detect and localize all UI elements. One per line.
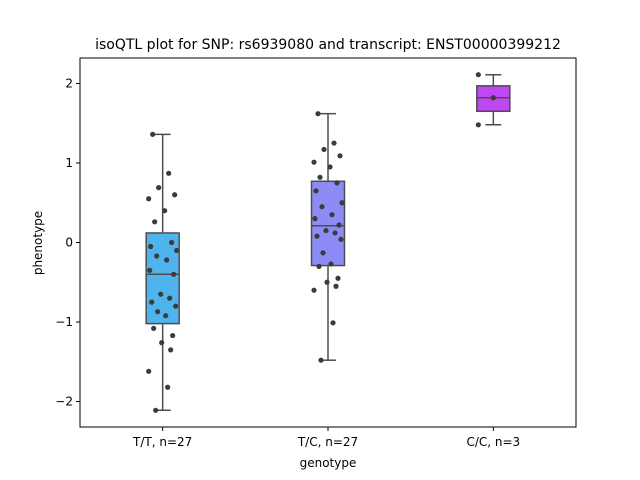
data-point bbox=[334, 180, 340, 186]
data-point bbox=[329, 212, 335, 218]
data-point bbox=[314, 233, 320, 239]
data-point bbox=[148, 243, 154, 250]
data-point bbox=[320, 250, 326, 256]
data-point bbox=[150, 131, 156, 137]
data-point bbox=[159, 340, 165, 346]
data-point bbox=[333, 283, 339, 289]
data-point bbox=[337, 153, 343, 159]
data-point bbox=[153, 407, 159, 413]
data-point bbox=[311, 159, 317, 165]
data-point bbox=[149, 299, 155, 305]
data-point bbox=[330, 320, 336, 326]
data-point bbox=[167, 295, 173, 301]
data-point bbox=[171, 271, 177, 277]
data-point bbox=[165, 384, 171, 390]
data-point bbox=[323, 227, 329, 234]
data-point bbox=[146, 368, 152, 374]
data-point bbox=[163, 313, 169, 319]
data-point bbox=[152, 219, 158, 225]
data-point bbox=[312, 216, 318, 222]
data-point bbox=[475, 122, 481, 128]
data-point bbox=[162, 208, 168, 214]
data-point bbox=[338, 236, 344, 242]
x-tick-label: T/T, n=27 bbox=[132, 435, 192, 449]
data-point bbox=[156, 185, 162, 191]
data-point bbox=[317, 174, 323, 180]
data-point bbox=[311, 287, 317, 293]
boxes-layer bbox=[145, 73, 511, 412]
data-point bbox=[158, 291, 164, 297]
y-tick-label: 2 bbox=[65, 76, 73, 90]
data-point bbox=[170, 332, 176, 339]
data-point bbox=[164, 257, 170, 263]
data-point bbox=[151, 325, 157, 331]
data-point bbox=[339, 200, 345, 206]
data-point bbox=[321, 146, 327, 153]
data-point bbox=[319, 204, 325, 210]
data-point bbox=[490, 95, 496, 101]
data-point bbox=[324, 279, 330, 285]
data-point bbox=[331, 140, 337, 146]
y-tick-label: 0 bbox=[65, 236, 73, 250]
y-tick-label: 1 bbox=[65, 156, 73, 170]
chart-title: isoQTL plot for SNP: rs6939080 and trans… bbox=[95, 37, 561, 53]
data-point bbox=[475, 72, 481, 78]
x-tick-label: T/C, n=27 bbox=[297, 435, 358, 449]
data-point bbox=[328, 261, 334, 267]
data-point bbox=[154, 253, 160, 259]
data-point bbox=[315, 111, 321, 117]
x-axis-label: genotype bbox=[300, 456, 357, 470]
x-axis: T/T, n=27 T/C, n=27 C/C, n=3 bbox=[132, 427, 520, 449]
data-point bbox=[335, 275, 341, 281]
data-point bbox=[174, 247, 180, 254]
data-point bbox=[168, 347, 174, 353]
data-point bbox=[336, 222, 342, 228]
data-point bbox=[155, 309, 161, 315]
data-point bbox=[166, 170, 172, 176]
y-axis: −2 −1 0 1 2 bbox=[55, 76, 80, 409]
x-tick-label: C/C, n=3 bbox=[466, 435, 520, 449]
data-point bbox=[316, 263, 322, 269]
data-point bbox=[327, 164, 333, 170]
data-point bbox=[146, 196, 152, 202]
data-point bbox=[147, 267, 153, 273]
data-point bbox=[173, 303, 179, 309]
data-point bbox=[172, 192, 178, 198]
data-point bbox=[332, 230, 338, 236]
y-tick-label: −1 bbox=[55, 315, 73, 329]
y-tick-label: −2 bbox=[55, 395, 73, 409]
data-point bbox=[313, 188, 319, 194]
points-layer bbox=[146, 72, 496, 413]
y-axis-label: phenotype bbox=[31, 211, 45, 275]
data-point bbox=[318, 357, 324, 363]
data-point bbox=[169, 239, 175, 246]
